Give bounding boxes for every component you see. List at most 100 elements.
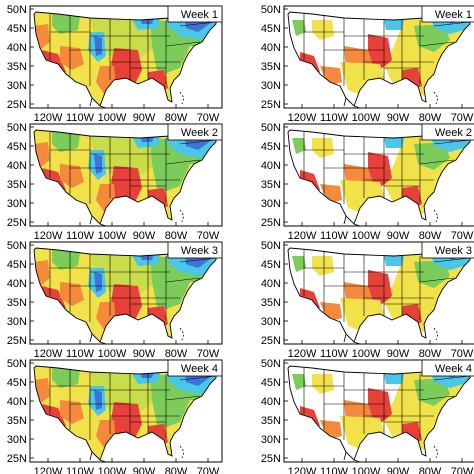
lat-tick-label: 25N: [261, 99, 281, 111]
panel-frame: [283, 241, 474, 345]
lat-tick-label: 40N: [261, 278, 281, 290]
lon-tick-label: 100W: [98, 230, 127, 242]
lon-tick-label: 70W: [451, 112, 474, 124]
lon-tick-label: 120W: [288, 112, 317, 124]
lon-tick-label: 100W: [98, 348, 127, 360]
orange-region: [60, 46, 84, 70]
map-panel-right-week4: Week 4 25N 30N 35N 40N 45N 50N 120W 110W 100W 90W 8…: [261, 358, 474, 474]
panel-frame: [283, 5, 474, 109]
orange-region: [60, 164, 84, 188]
lon-tick-label: 70W: [197, 466, 220, 474]
lat-tick-label: 45N: [7, 23, 27, 35]
lon-tick-label: 110W: [320, 466, 349, 474]
state-boundary: [433, 257, 470, 263]
lat-tick-label: 50N: [261, 358, 281, 370]
week-label-box: [421, 123, 474, 141]
lon-tick-label: 110W: [66, 466, 95, 474]
lat-tick-label: 40N: [261, 396, 281, 408]
week-label-box: [167, 359, 223, 377]
lon-tick-label: 90W: [387, 230, 410, 242]
map-field: [284, 360, 474, 463]
map-panel-right-week1: Week 1 25N 30N 35N 40N 45N 50N 120W 110W 100W 90W 8…: [261, 4, 474, 124]
cyan-region: [384, 20, 404, 30]
lon-tick-label: 120W: [288, 466, 317, 474]
week-label-box: [421, 359, 474, 377]
yellow-region: [312, 374, 334, 394]
lat-tick-label: 50N: [261, 122, 281, 134]
lon-tick-label: 90W: [133, 466, 156, 474]
lon-tick-label: 80W: [419, 348, 442, 360]
lat-tick-label: 25N: [7, 99, 27, 111]
panel-frame: [29, 359, 223, 463]
lat-tick-label: 25N: [261, 335, 281, 347]
map-panel-left-week2: Week 2 25N 30N 35N 40N 45N 50N 120W 110W 100W 90W 8…: [7, 122, 223, 242]
lon-tick-label: 120W: [288, 348, 317, 360]
lat-tick-label: 35N: [261, 297, 281, 309]
lat-tick-label: 40N: [7, 278, 27, 290]
lon-tick-label: 80W: [165, 466, 188, 474]
state-boundary: [433, 139, 470, 145]
lon-tick-label: 100W: [98, 112, 127, 124]
lon-tick-label: 80W: [165, 230, 188, 242]
red-region: [110, 284, 142, 324]
lon-tick-label: 110W: [66, 112, 95, 124]
map-panel-left-week3: Week 3 25N 30N 35N 40N 45N 50N 120W 110W 100W 90W 8…: [7, 240, 223, 360]
state-boundary: [419, 159, 455, 165]
lat-tick-label: 40N: [261, 42, 281, 54]
orange-region: [60, 400, 84, 424]
state-boundary: [179, 139, 216, 145]
lat-tick-label: 35N: [261, 415, 281, 427]
map-panel-right-week2: Week 2 25N 30N 35N 40N 45N 50N 120W 110W 100W 90W 8…: [261, 122, 474, 242]
lat-tick-label: 30N: [7, 80, 27, 92]
orange-region: [60, 282, 84, 306]
lat-tick-label: 25N: [261, 217, 281, 229]
lon-tick-label: 90W: [387, 112, 410, 124]
lat-tick-label: 50N: [261, 240, 281, 252]
lat-tick-label: 30N: [261, 198, 281, 210]
lat-tick-label: 50N: [7, 4, 27, 16]
green-region: [414, 24, 450, 52]
week-label: Week 1: [435, 9, 472, 21]
lat-tick-label: 30N: [261, 434, 281, 446]
red-region: [110, 166, 142, 206]
week-label-box: [421, 241, 474, 259]
week-label: Week 3: [181, 245, 218, 257]
state-boundary: [419, 277, 455, 283]
green-region: [52, 250, 80, 270]
panel-frame: [29, 123, 223, 227]
orange-region: [320, 420, 342, 440]
lat-tick-label: 45N: [261, 23, 281, 35]
panel-frame: [29, 241, 223, 345]
lat-tick-label: 45N: [261, 141, 281, 153]
lon-tick-label: 110W: [66, 348, 95, 360]
lon-tick-label: 110W: [320, 112, 349, 124]
lon-tick-label: 110W: [66, 230, 95, 242]
lat-tick-label: 35N: [7, 415, 27, 427]
lon-tick-label: 120W: [288, 230, 317, 242]
lon-tick-label: 70W: [451, 230, 474, 242]
lat-tick-label: 45N: [7, 377, 27, 389]
week-label: Week 2: [435, 127, 472, 139]
lat-tick-label: 50N: [7, 240, 27, 252]
blue-region: [94, 36, 102, 56]
state-boundary: [433, 375, 470, 381]
lat-tick-label: 25N: [7, 335, 27, 347]
lat-tick-label: 40N: [7, 396, 27, 408]
state-boundary: [165, 41, 201, 47]
lon-tick-label: 90W: [133, 112, 156, 124]
map-field: [284, 242, 474, 345]
week-label: Week 3: [435, 245, 472, 257]
green-region: [414, 260, 450, 288]
state-boundary: [419, 41, 455, 47]
lat-tick-label: 45N: [261, 259, 281, 271]
lat-tick-label: 45N: [7, 259, 27, 271]
lon-tick-label: 80W: [165, 112, 188, 124]
lon-tick-label: 100W: [98, 466, 127, 474]
cyan-region: [384, 374, 404, 384]
yellow-region: [312, 138, 334, 158]
lat-tick-label: 25N: [7, 217, 27, 229]
cyan-region: [384, 138, 404, 148]
lat-tick-label: 35N: [7, 297, 27, 309]
map-panel-left-week4: Week 4 25N 30N 35N 40N 45N 50N 120W 110W 100W 90W 8…: [7, 358, 223, 474]
